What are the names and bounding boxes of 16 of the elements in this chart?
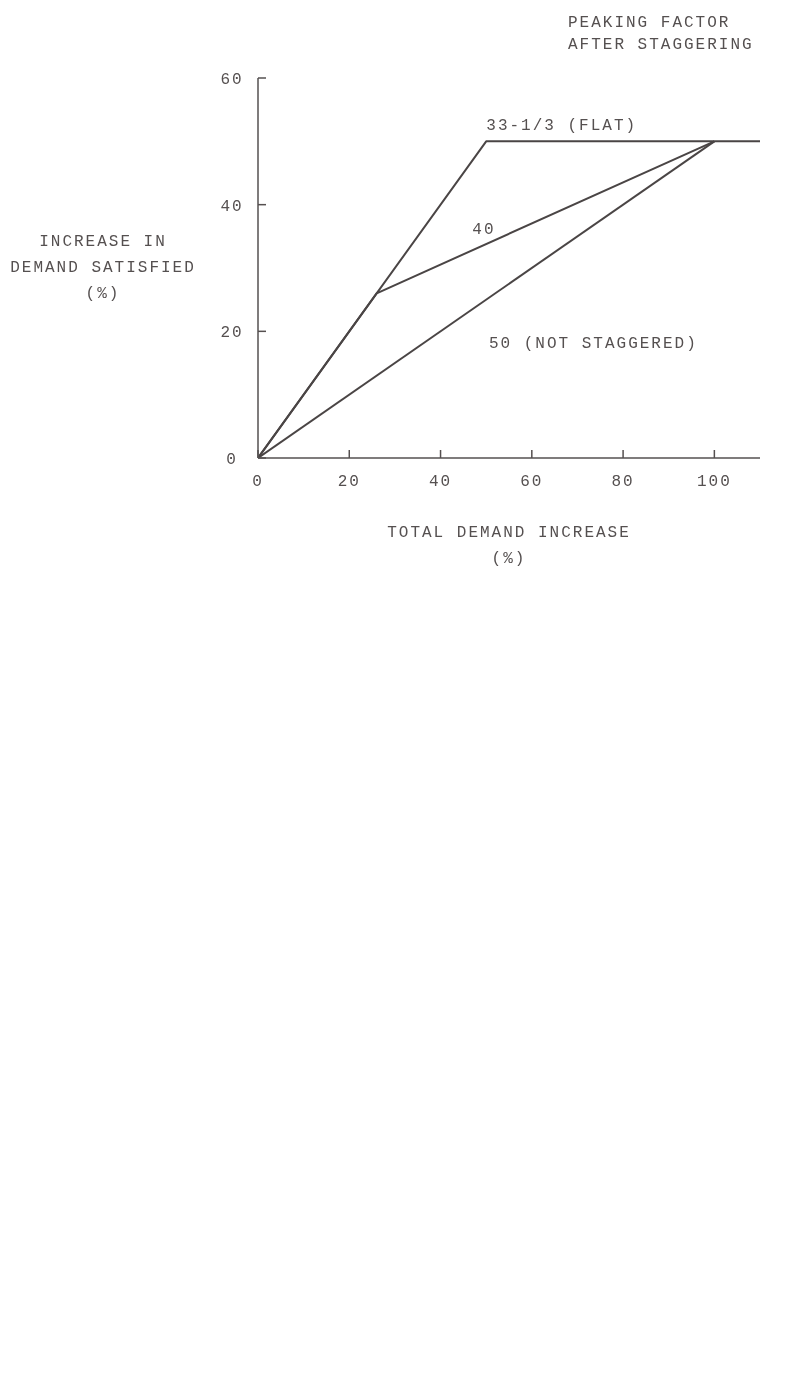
legend-title: PEAKING FACTOR AFTER STAGGERING	[568, 13, 754, 56]
x-axis-title: TOTAL DEMAND INCREASE (%)	[387, 523, 631, 570]
y-tick-label: 20	[220, 324, 244, 343]
x-tick-label: 20	[337, 473, 361, 491]
y-tick-label: 40	[220, 197, 244, 216]
series-label: 33-1/3 (FLAT)	[486, 116, 638, 138]
y-tick-label: 0	[226, 451, 238, 469]
x-tick-label: 0	[252, 473, 264, 491]
x-tick-label: 60	[520, 473, 544, 491]
y-axis-title: INCREASE IN DEMAND SATISFIED (%)	[10, 232, 196, 305]
y-tick-label: 60	[220, 71, 244, 89]
x-tick-label: 40	[428, 473, 453, 491]
series-label: 50 (NOT STAGGERED)	[488, 334, 698, 355]
x-tick-label: 100	[696, 473, 732, 491]
x-tick-label: 80	[611, 473, 635, 491]
series-label: 40	[472, 220, 496, 241]
